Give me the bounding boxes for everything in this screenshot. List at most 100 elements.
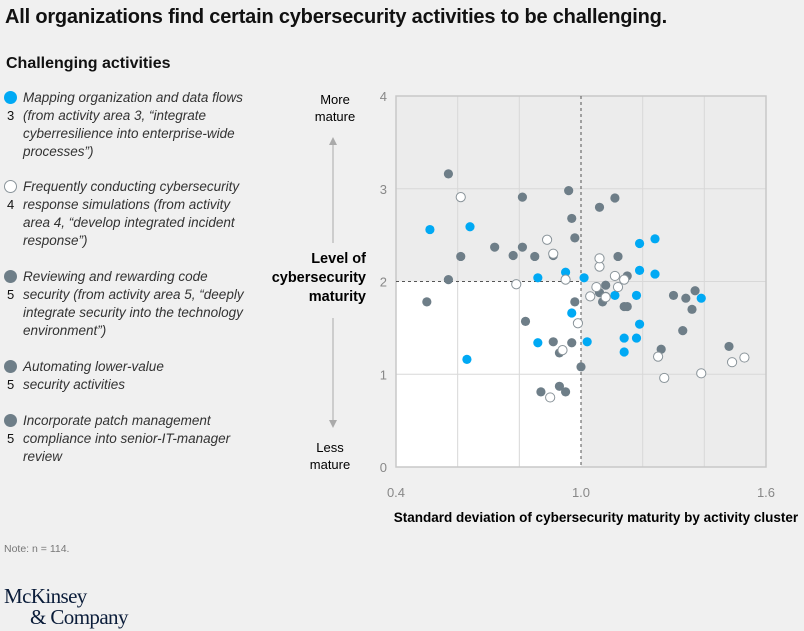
legend-item: 5 Incorporate patch management complianc… [4,412,232,466]
scatter-chart: 0.4 1.0 1.6 0 1 2 3 4 Level of cybersecurity matu… [272,89,799,525]
data-point-white [560,274,571,285]
data-point-white [726,357,738,368]
data-point-white [572,318,584,329]
legend-item: 5 Automating lower-value security activi… [4,358,204,394]
data-point-white [594,261,605,272]
data-point-white [455,191,466,203]
data-point-white [541,234,553,245]
gray-dot-icon [4,414,17,427]
data-point-gray [570,233,580,243]
data-point-blue [462,354,472,365]
data-point-blue [631,290,642,301]
data-point-blue [634,238,645,249]
data-point-gray [570,297,580,307]
data-point-blue [619,333,629,343]
logo-line-1: McKinsey [4,584,87,608]
data-point-white [548,248,559,259]
data-point-gray [548,337,558,347]
data-point-white [696,368,707,379]
data-point-gray [601,280,611,290]
data-point-gray [724,341,734,352]
data-point-gray [517,192,528,202]
data-point-gray [567,338,577,348]
footnote: Note: n = 114. [4,543,70,555]
data-point-white [612,281,624,293]
data-point-gray [508,250,518,261]
x-tick-label: 1.6 [757,485,775,500]
data-point-blue [634,319,645,329]
data-point-white [609,270,621,282]
y-tick-label: 1 [380,367,387,382]
blue-dot-icon [4,91,17,104]
legend-item: 5 Reviewing and rewarding code security … [4,268,244,340]
data-point-gray [520,316,531,326]
legend-number: 5 [7,377,15,392]
data-point-white [659,372,670,384]
data-point-white [545,392,556,403]
legend-label: Frequently conducting cybersecurity resp… [23,179,240,248]
legend-label: Reviewing and rewarding code security (f… [23,269,244,338]
y-tick-label: 0 [380,460,387,475]
legend-title: Challenging activities [6,55,171,72]
more-mature-label: More mature [315,92,355,124]
mckinsey-logo: McKinsey & Company [4,586,128,628]
down-arrowhead-icon [329,420,337,428]
data-point-gray [443,275,454,285]
data-point-blue [533,273,543,283]
data-point-gray [681,293,691,303]
data-point-white [585,291,596,302]
data-point-blue [560,267,571,277]
data-point-white [594,253,605,264]
gray-dot-icon [4,270,17,283]
legend-number: 5 [7,287,15,302]
data-point-blue [567,308,577,318]
data-point-white [739,352,750,363]
data-point-blue [610,290,620,301]
legend-label: Mapping organization and data flows (fro… [23,90,243,159]
data-point-blue [650,269,660,279]
data-point-blue [619,347,629,357]
x-tick-label: 1.0 [572,485,590,500]
x-tick-label: 0.4 [387,485,405,500]
data-point-white [511,279,522,290]
y-axis-label: Level of cybersecurity maturity [272,251,366,305]
data-point-white [591,281,602,293]
data-point-gray [530,251,540,262]
data-point-blue [696,293,706,303]
data-point-gray [687,304,697,314]
data-point-blue [533,338,543,348]
white-dot-icon [4,180,17,193]
legend-item: 3 Mapping organization and data flows (f… [4,89,244,161]
data-point-gray [456,251,466,262]
data-point-gray [610,193,620,203]
data-point-gray [564,186,574,196]
logo-line-2: & Company [30,605,128,629]
legend-number: 3 [7,108,15,123]
data-point-blue [465,222,475,232]
data-point-gray [554,381,565,391]
data-point-gray [517,242,528,252]
data-point-gray [656,344,666,354]
less-mature-label: Less mature [310,440,350,472]
data-point-gray [668,290,679,301]
up-arrowhead-icon [329,137,337,145]
data-point-gray [443,169,454,179]
data-point-gray [422,297,432,307]
legend-number: 4 [7,197,15,212]
data-point-gray [567,213,577,224]
legend-label: Incorporate patch management compliance … [23,413,231,464]
data-point-blue [634,265,645,275]
legend-number: 5 [7,431,15,446]
data-point-gray [678,326,688,336]
data-point-blue [579,273,589,283]
data-point-blue [425,224,435,235]
data-point-gray [594,202,605,212]
data-point-white [619,274,630,285]
data-point-gray [690,286,700,296]
data-point-gray [536,387,546,397]
y-tick-label: 4 [380,89,387,104]
legend-label: Automating lower-value security activiti… [23,359,164,392]
data-point-gray [576,362,586,372]
data-point-gray [490,242,500,252]
gray-dot-icon [4,360,17,373]
